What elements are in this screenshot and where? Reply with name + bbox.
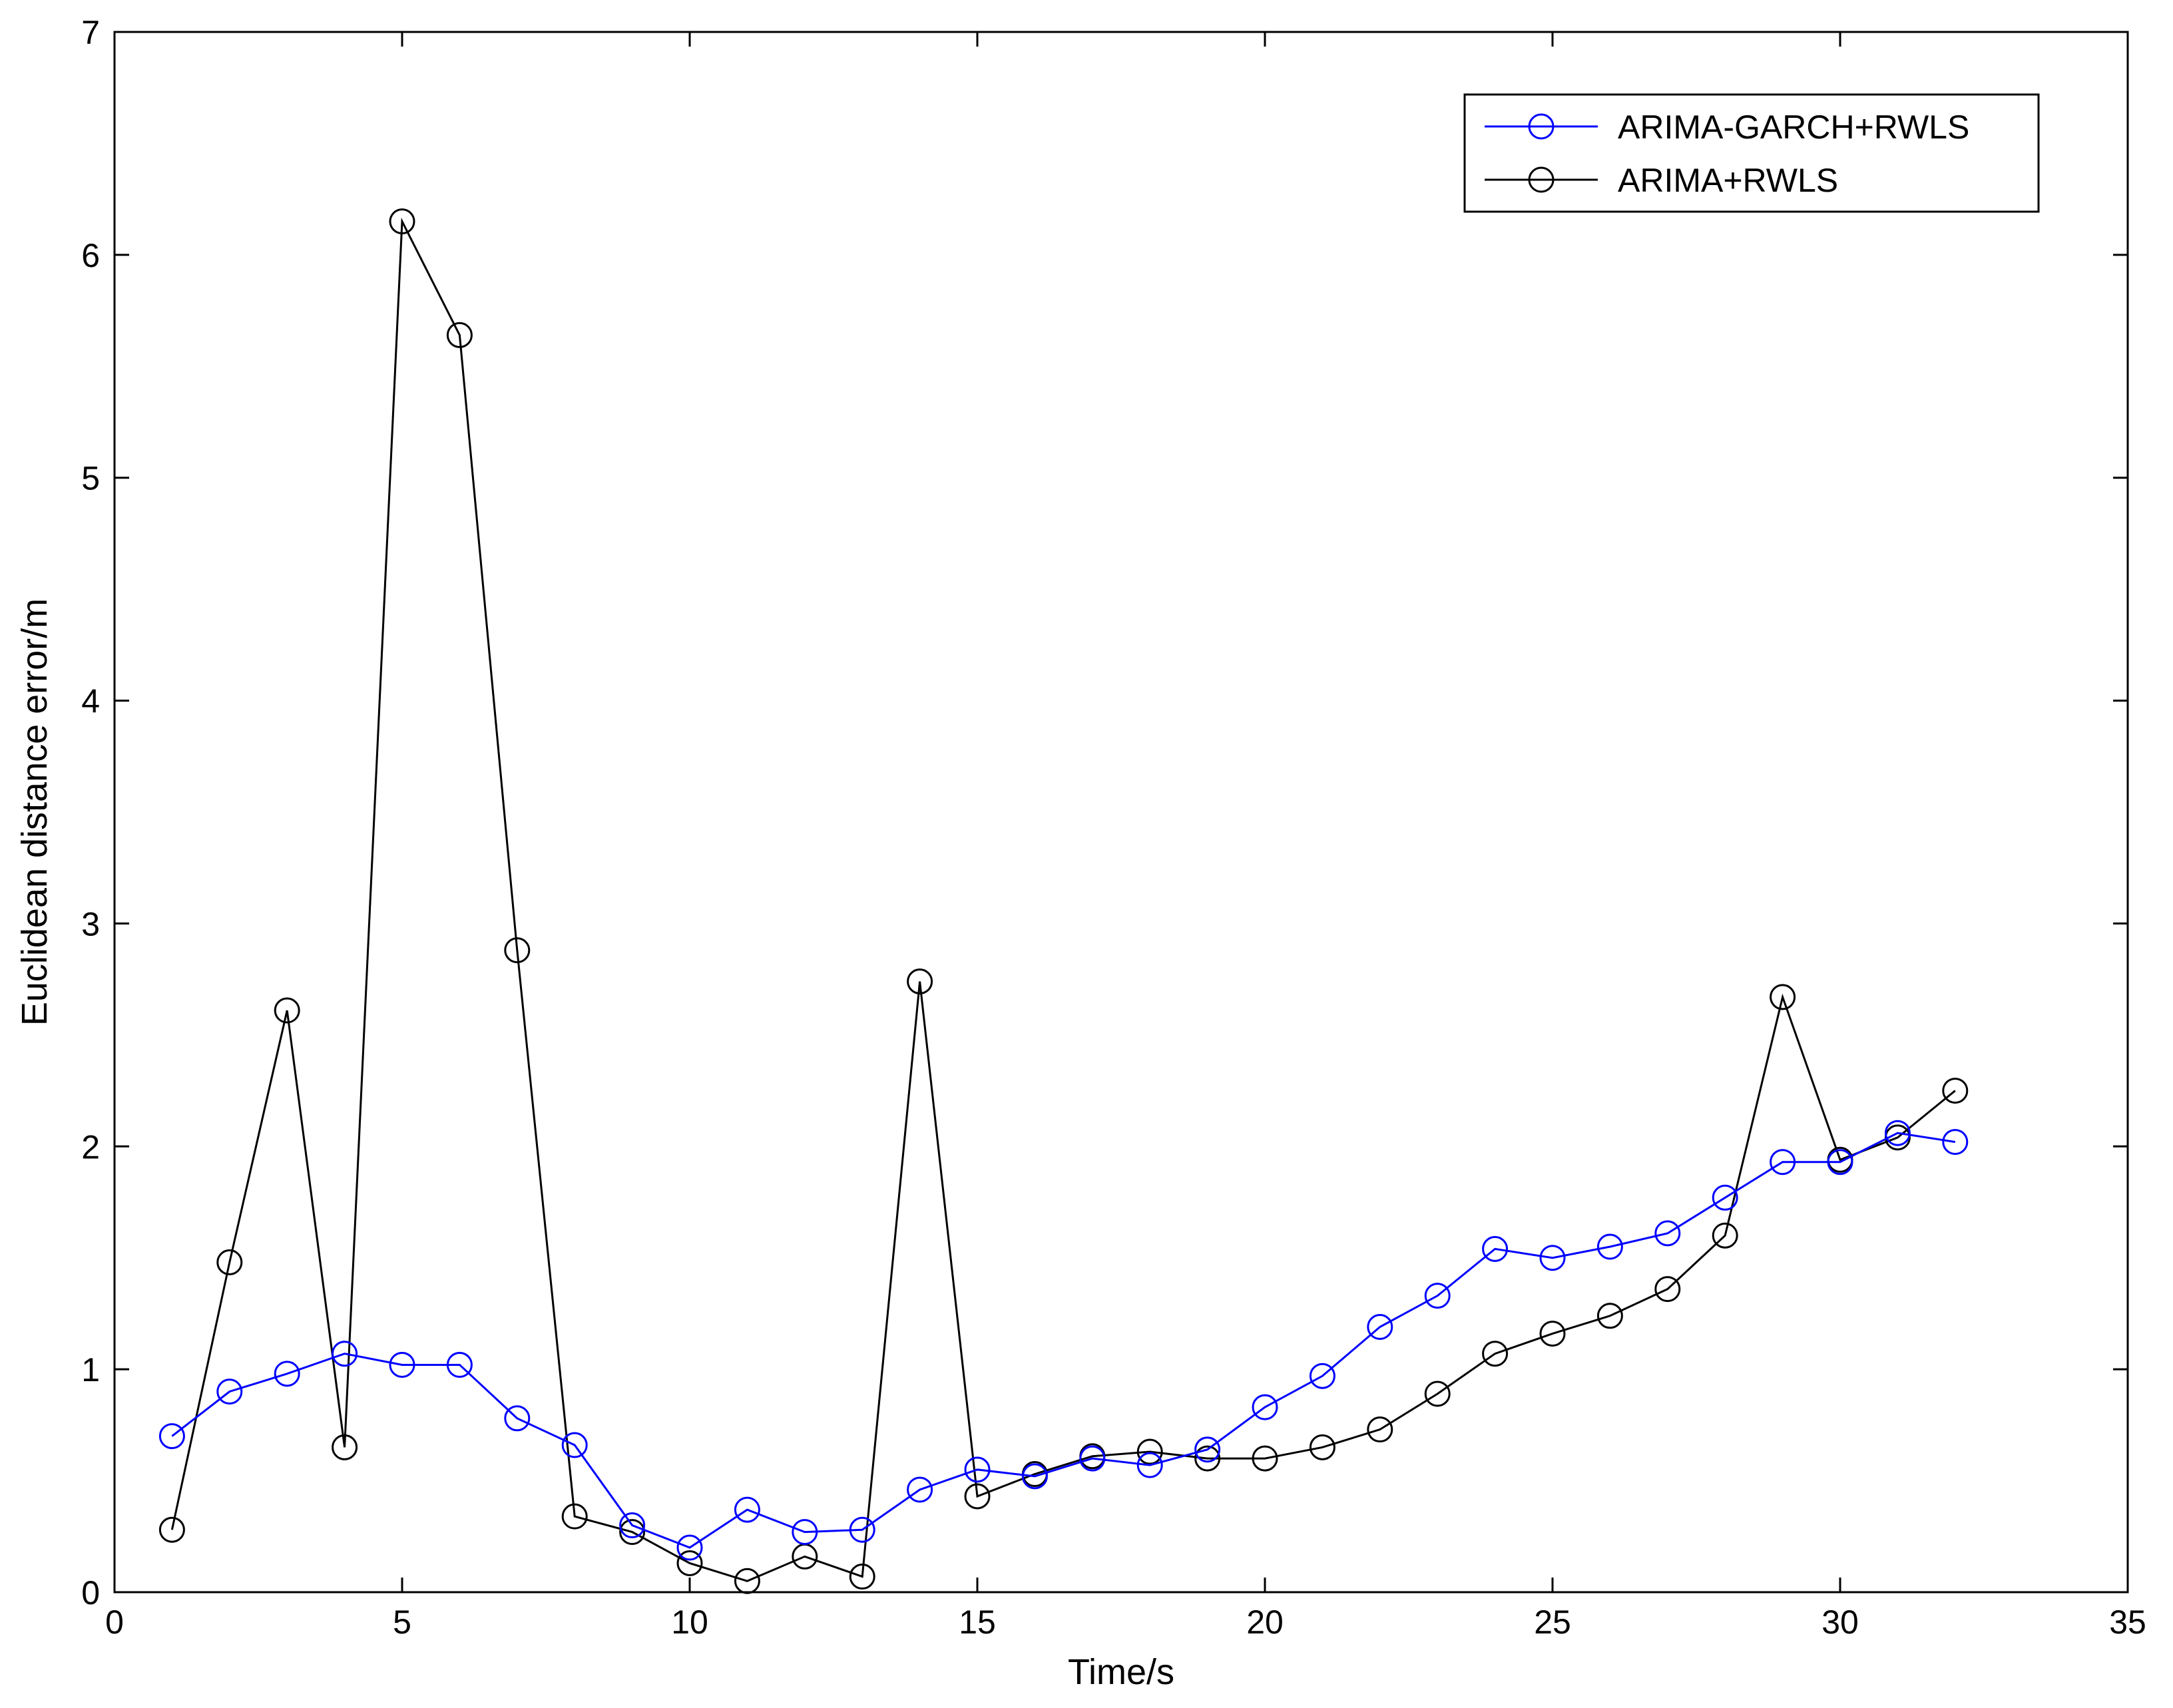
data-point [734, 1568, 760, 1594]
y-tick-label: 2 [81, 1128, 100, 1166]
data-point [216, 1379, 243, 1405]
data-point [504, 1405, 531, 1432]
x-tick-label: 20 [1246, 1603, 1284, 1641]
data-point [1770, 984, 1796, 1010]
data-point [561, 1503, 588, 1530]
data-point [619, 1519, 646, 1546]
data-point [849, 1564, 875, 1590]
y-tick-label: 1 [81, 1351, 100, 1388]
data-point [1252, 1394, 1278, 1420]
data-point [1309, 1434, 1335, 1460]
axis-ticks: 0 5 10 15 20 25 30 35 0 1 2 3 4 5 6 7 [81, 14, 2146, 1641]
data-point [1539, 1245, 1566, 1271]
legend: ARIMA-GARCH+RWLS ARIMA+RWLS [1463, 93, 2040, 213]
data-point [1942, 1078, 1969, 1104]
x-axis-label: Time/s [1068, 1652, 1174, 1692]
data-point [1596, 1303, 1623, 1329]
data-point [1079, 1445, 1106, 1472]
legend-box [1463, 93, 2040, 213]
y-tick-label: 3 [81, 905, 100, 943]
data-point [619, 1512, 646, 1539]
data-point [1367, 1314, 1393, 1341]
data-point [676, 1550, 703, 1576]
data-point [1539, 1321, 1566, 1347]
data-point [1194, 1445, 1221, 1472]
data-point [389, 1351, 415, 1378]
x-tick-label: 15 [959, 1603, 996, 1641]
y-tick-label: 0 [81, 1574, 100, 1611]
data-point [561, 1432, 588, 1458]
legend-marker [1528, 166, 1555, 193]
data-point [1424, 1381, 1451, 1407]
data-point [274, 997, 300, 1024]
data-point [1942, 1129, 1969, 1156]
data-point [964, 1483, 991, 1510]
data-point [1136, 1438, 1163, 1465]
data-point [1367, 1416, 1393, 1443]
data-point [1309, 1363, 1335, 1389]
data-point [389, 208, 415, 235]
legend-label: ARIMA-GARCH+RWLS [1618, 108, 1969, 146]
data-point [1482, 1341, 1509, 1367]
legend-label: ARIMA+RWLS [1618, 162, 1838, 199]
x-tick-label: 0 [105, 1603, 124, 1641]
data-point [734, 1496, 760, 1523]
x-tick-label: 30 [1821, 1603, 1859, 1641]
data-point [332, 1341, 358, 1367]
data-point [1827, 1149, 1853, 1175]
data-point [158, 1423, 185, 1450]
y-tick-label: 7 [81, 14, 100, 51]
series-line [170, 217, 1956, 1582]
data-point [1770, 1149, 1796, 1175]
series-line [171, 1132, 1956, 1549]
data-point [446, 1351, 473, 1378]
series-layer [158, 208, 1969, 1594]
data-point [216, 1249, 243, 1275]
data-point [1482, 1235, 1509, 1262]
x-tick-label: 5 [393, 1603, 411, 1641]
data-point [849, 1516, 875, 1543]
legend-marker [1528, 113, 1555, 140]
data-point [1712, 1184, 1738, 1211]
y-tick-label: 5 [81, 460, 100, 497]
x-tick-label: 25 [1534, 1603, 1571, 1641]
data-point [1654, 1276, 1681, 1303]
data-point [274, 1361, 300, 1387]
data-point [907, 1476, 933, 1503]
data-point [1136, 1452, 1163, 1478]
data-point [1194, 1436, 1221, 1463]
data-point [1021, 1463, 1048, 1490]
data-point [792, 1519, 818, 1546]
y-tick-label: 6 [81, 237, 100, 274]
series-1 [158, 208, 1969, 1594]
data-point [964, 1456, 991, 1483]
data-point [676, 1534, 703, 1561]
data-point [332, 1434, 358, 1460]
y-tick-label: 4 [81, 683, 100, 720]
data-point [907, 968, 933, 994]
data-point [1424, 1283, 1451, 1309]
plot-area [113, 31, 2129, 1594]
data-point [1596, 1233, 1623, 1260]
data-point [158, 1516, 185, 1543]
x-tick-label: 35 [2109, 1603, 2146, 1641]
data-point [1884, 1120, 1911, 1146]
data-point [1252, 1445, 1278, 1472]
data-point [1712, 1222, 1738, 1249]
x-tick-label: 10 [671, 1603, 708, 1641]
data-point [1654, 1220, 1681, 1247]
data-point [504, 937, 531, 964]
series-0 [158, 1120, 1969, 1561]
data-point [446, 321, 473, 348]
y-axis-label: Euclidean distance error/m [15, 598, 55, 1026]
